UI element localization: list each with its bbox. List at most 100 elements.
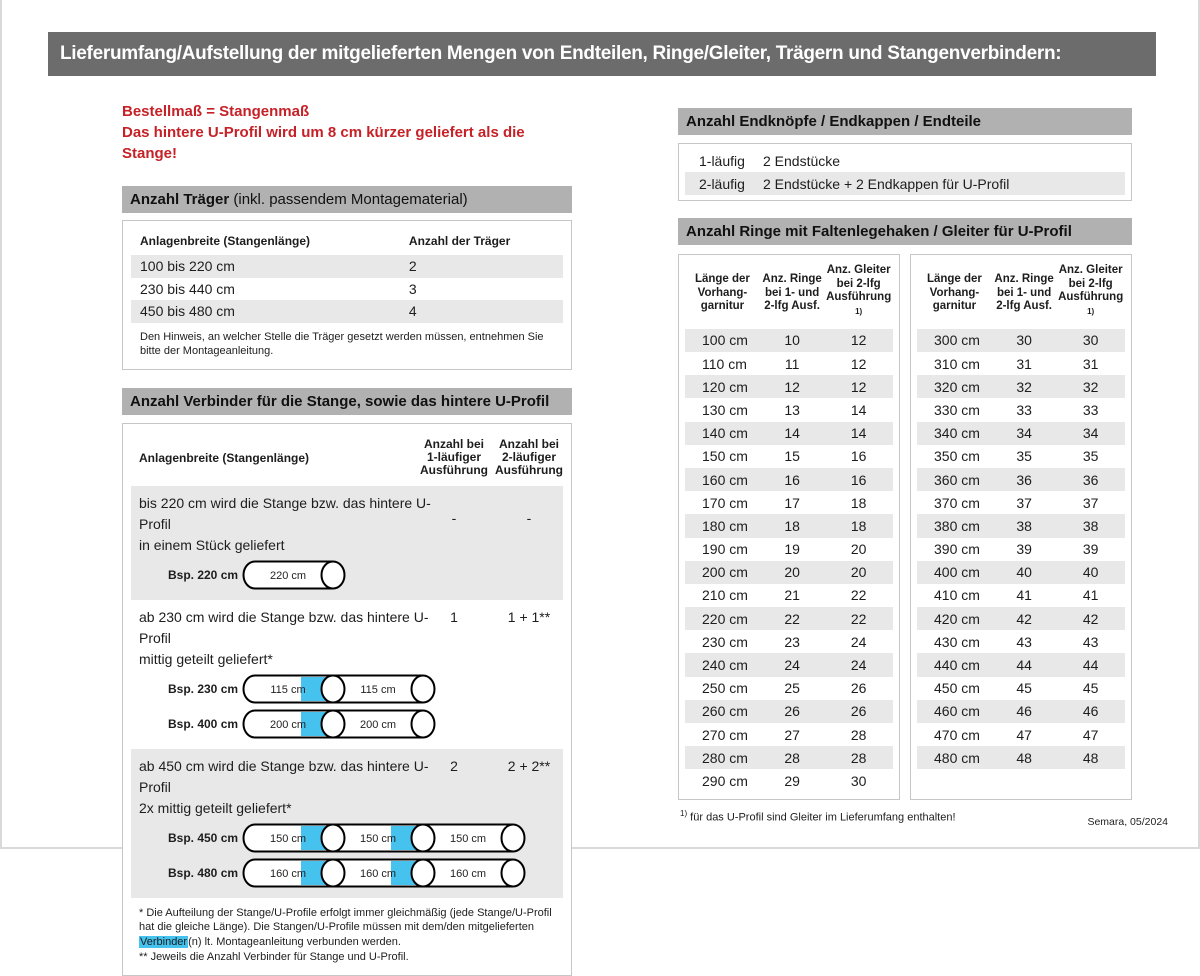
laenge-cell: 440 cm xyxy=(934,657,980,674)
table-row: 390 cm 39 39 xyxy=(917,538,1125,561)
gleiter-cell: 45 xyxy=(1082,680,1099,697)
gleiter-cell: 22 xyxy=(850,587,867,604)
laenge-cell: 200 cm xyxy=(702,564,748,581)
gleiter-cell: 48 xyxy=(1082,749,1099,766)
count-2laeufig: 2 + 2** xyxy=(507,757,551,774)
rod-segment-label: 200 cm xyxy=(360,719,396,731)
column-header-ringe: Anz. Ringe bei 1- und 2-lfg Ausf. xyxy=(762,273,822,313)
table-row: 230 bis 440 cm 3 xyxy=(131,278,563,301)
laenge-cell: 170 cm xyxy=(702,494,748,511)
gleiter-cell: 16 xyxy=(850,448,867,465)
laenge-cell: 410 cm xyxy=(934,587,980,604)
laenge-cell: 340 cm xyxy=(934,425,980,442)
row-text-line1: ab 450 cm wird die Stange bzw. das hinte… xyxy=(139,757,429,795)
anlagenbreite-cell: 100 bis 220 cm xyxy=(140,258,235,275)
verbinder-highlight: Verbinder xyxy=(139,935,189,948)
table-row: 260 cm 26 26 xyxy=(685,699,893,724)
laenge-cell: 470 cm xyxy=(934,726,980,743)
laenge-cell: 230 cm xyxy=(702,633,748,650)
example-row: Bsp. 480 cm 160 cm 160 cm 160 cm xyxy=(168,857,563,889)
rod-diagram: 160 cm 160 cm 160 cm xyxy=(242,858,526,887)
section-header-endteile: Anzahl Endknöpfe / Endkappen / Endteile xyxy=(678,108,1132,135)
traeger-count-cell: 3 xyxy=(408,280,417,297)
row-text-line1: ab 230 cm wird die Stange bzw. das hinte… xyxy=(139,608,429,646)
table-row: 320 cm 32 32 xyxy=(917,375,1125,399)
ringe-cell: 26 xyxy=(784,703,800,720)
ringe-cell: 36 xyxy=(1016,471,1032,488)
ringe-cell: 40 xyxy=(1016,564,1032,581)
gleiter-cell: 42 xyxy=(1082,610,1099,627)
ringe-cell: 15 xyxy=(784,448,800,465)
ringe-cell: 38 xyxy=(1016,517,1032,534)
gleiter-cell: 30 xyxy=(1082,332,1099,349)
table-row: 100 cm 10 12 xyxy=(685,328,893,353)
gleiter-cell: 26 xyxy=(850,680,867,697)
gleiter-cell: 14 xyxy=(850,401,867,418)
gleiter-cell: 12 xyxy=(850,355,867,372)
ringe-cell: 32 xyxy=(1016,378,1032,395)
column-header-gleiter: Anz. Gleiter bei 2-lfg Ausführung 1) xyxy=(1058,264,1124,316)
example-label: Bsp. 450 cm xyxy=(168,830,239,845)
ringe-cell: 29 xyxy=(784,772,800,789)
example-label: Bsp. 480 cm xyxy=(168,865,239,880)
ringe-cell: 39 xyxy=(1016,541,1032,558)
endteile-table-body: 1-läufig 2 Endstücke 2-läufig 2 Endstücke +… xyxy=(685,149,1125,195)
table-row: 440 cm 44 44 xyxy=(917,653,1125,677)
anlagenbreite-cell: 450 bis 480 cm xyxy=(140,303,235,320)
ringe-cell: 16 xyxy=(784,471,800,488)
rod-segment-label: 115 cm xyxy=(360,684,395,696)
table-row: 380 cm 38 38 xyxy=(917,514,1125,538)
gleiter-cell: 41 xyxy=(1082,587,1099,604)
section-header-traeger: Anzahl Träger (inkl. passendem Montagema… xyxy=(122,186,572,213)
table-row: 190 cm 19 20 xyxy=(685,538,893,561)
laenge-cell: 240 cm xyxy=(702,657,748,674)
gleiter-cell: 36 xyxy=(1082,471,1099,488)
footnote-asterisk: * Die Aufteilung der Stange/U-Profile er… xyxy=(139,906,552,948)
ringe-cell: 35 xyxy=(1016,448,1032,465)
section-header-verbinder: Anzahl Verbinder für die Stange, sowie d… xyxy=(122,387,572,415)
column-header-anlagenbreite: Anlagenbreite (Stangenlänge) xyxy=(139,450,310,465)
ringe-cell: 33 xyxy=(1016,401,1032,418)
ringe-cell: 24 xyxy=(784,657,800,674)
laenge-cell: 130 cm xyxy=(702,401,748,418)
ringe-cell: 25 xyxy=(784,680,800,697)
laenge-cell: 120 cm xyxy=(702,378,748,395)
gleiter-cell: 20 xyxy=(850,541,867,558)
gleiter-cell: 33 xyxy=(1082,401,1099,418)
gleiter-cell: 40 xyxy=(1082,564,1099,581)
count-1laeufig: 2 xyxy=(450,757,458,774)
ringe-cell: 19 xyxy=(784,541,800,558)
gleiter-cell: 39 xyxy=(1082,541,1099,558)
laenge-cell: 260 cm xyxy=(702,703,748,720)
laenge-cell: 280 cm xyxy=(702,749,748,766)
gleiter-cell: 26 xyxy=(850,703,867,720)
column-header-laenge: Länge der Vorhang-garnitur xyxy=(694,273,750,313)
table-row: 330 cm 33 33 xyxy=(917,398,1125,421)
ringe-cell: 43 xyxy=(1016,633,1032,650)
laenge-cell: 190 cm xyxy=(702,541,748,558)
table-row: 360 cm 36 36 xyxy=(917,467,1125,492)
verbinder-header-row: Anlagenbreite (Stangenlänge) Anzahl bei … xyxy=(131,430,563,486)
rod-segment-label: 160 cm xyxy=(270,868,306,880)
ringe-header-row: Länge der Vorhang-garnitur Anz. Ringe bei … xyxy=(917,260,1125,329)
laenge-cell: 150 cm xyxy=(702,448,748,465)
rod-diagram: 220 cm xyxy=(242,560,346,589)
column-header-anlagenbreite: Anlagenbreite (Stangenlänge) xyxy=(140,233,311,248)
table-row: 450 cm 45 45 xyxy=(917,677,1125,700)
table-row: 110 cm 11 12 xyxy=(685,352,893,375)
gleiter-cell: 14 xyxy=(850,425,867,442)
ringe-cell: 30 xyxy=(1016,332,1032,349)
left-column: Bestellmaß = Stangenmaß Das hintere U-Pr… xyxy=(122,96,572,976)
table-row: 160 cm 16 16 xyxy=(685,467,893,492)
row-text-line2: mittig geteilt geliefert* xyxy=(139,650,273,667)
traeger-table: Anlagenbreite (Stangenlänge) Anzahl der … xyxy=(122,220,572,370)
page-title: Lieferumfang/Aufstellung der mitgeliefer… xyxy=(60,43,1062,64)
rod-diagram: 150 cm 150 cm 150 cm xyxy=(242,823,526,852)
laenge-cell: 310 cm xyxy=(934,355,980,372)
rod-diagram: 115 cm 115 cm xyxy=(242,674,436,703)
gleiter-cell: 22 xyxy=(850,610,867,627)
ringe-cell: 10 xyxy=(784,332,800,349)
laenge-cell: 330 cm xyxy=(934,401,980,418)
table-row: 230 cm 23 24 xyxy=(685,630,893,653)
gleiter-cell: 32 xyxy=(1082,378,1099,395)
